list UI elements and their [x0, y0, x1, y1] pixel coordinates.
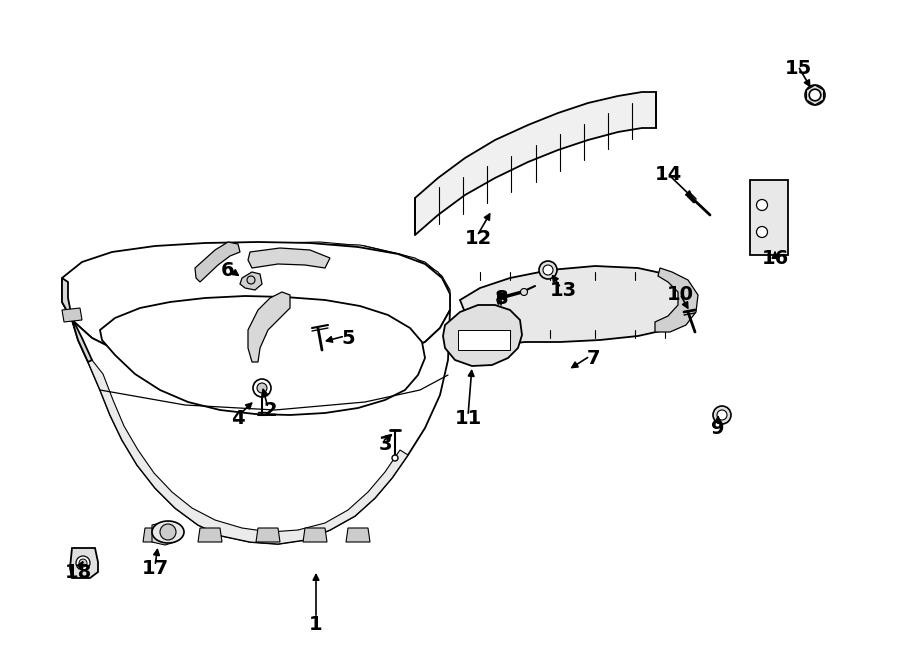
Text: 13: 13 [549, 280, 577, 299]
Circle shape [76, 556, 90, 570]
Text: 10: 10 [667, 286, 694, 305]
Text: 6: 6 [221, 260, 235, 280]
Ellipse shape [152, 521, 184, 543]
Text: 9: 9 [711, 418, 724, 438]
Polygon shape [248, 292, 290, 362]
Circle shape [757, 200, 768, 210]
Circle shape [392, 455, 398, 461]
Text: 15: 15 [785, 59, 812, 77]
Text: 7: 7 [586, 348, 599, 368]
Text: 4: 4 [231, 408, 245, 428]
Polygon shape [458, 330, 510, 350]
Text: 5: 5 [341, 329, 355, 348]
Polygon shape [198, 528, 222, 542]
Circle shape [160, 524, 176, 540]
Polygon shape [62, 242, 450, 375]
Polygon shape [248, 248, 330, 268]
Circle shape [713, 406, 731, 424]
Polygon shape [278, 242, 450, 366]
Polygon shape [456, 266, 695, 362]
Polygon shape [258, 244, 448, 357]
Text: 14: 14 [654, 165, 681, 184]
Text: 1: 1 [310, 615, 323, 635]
Polygon shape [303, 528, 327, 542]
Text: 16: 16 [761, 249, 788, 268]
Polygon shape [655, 268, 698, 332]
Polygon shape [70, 548, 98, 578]
Polygon shape [240, 272, 262, 290]
Circle shape [805, 85, 825, 105]
Circle shape [809, 89, 821, 101]
Text: 11: 11 [454, 408, 482, 428]
Polygon shape [62, 278, 92, 362]
Polygon shape [72, 310, 450, 544]
Polygon shape [88, 360, 408, 544]
Polygon shape [256, 528, 280, 542]
Text: 18: 18 [65, 563, 92, 582]
Polygon shape [62, 308, 82, 322]
Polygon shape [750, 180, 788, 255]
Text: 12: 12 [464, 229, 491, 247]
Polygon shape [100, 296, 425, 415]
Polygon shape [143, 528, 167, 542]
Circle shape [520, 288, 527, 295]
Text: 8: 8 [495, 288, 508, 307]
Circle shape [247, 276, 255, 284]
Circle shape [539, 261, 557, 279]
Text: 3: 3 [378, 436, 392, 455]
Circle shape [79, 559, 87, 567]
Text: 2: 2 [263, 401, 277, 420]
Polygon shape [806, 85, 824, 105]
Circle shape [543, 265, 553, 275]
Circle shape [809, 89, 821, 100]
Polygon shape [195, 242, 240, 282]
Circle shape [257, 383, 267, 393]
Text: 17: 17 [141, 559, 168, 578]
Circle shape [253, 379, 271, 397]
Polygon shape [443, 305, 522, 366]
Circle shape [757, 227, 768, 237]
Circle shape [717, 410, 727, 420]
Polygon shape [152, 522, 175, 545]
Polygon shape [346, 528, 370, 542]
Polygon shape [415, 92, 656, 235]
